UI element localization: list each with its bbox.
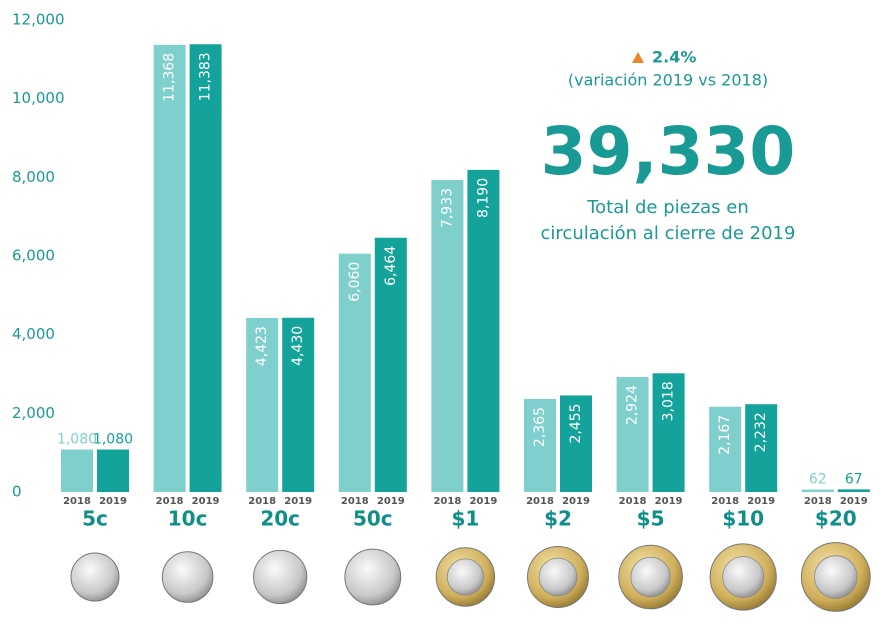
bar (374, 237, 407, 492)
x-tick-label: $1 (451, 507, 479, 531)
value-label: 2,365 (532, 407, 548, 447)
coin-center (722, 556, 765, 598)
bar (97, 449, 129, 492)
y-tick-label: 6,000 (12, 247, 55, 265)
bar (837, 489, 870, 492)
year-label: 2019 (377, 496, 405, 507)
value-label: 1,080 (57, 432, 97, 448)
total-value: 39,330 (541, 113, 796, 190)
coin-center (446, 558, 484, 596)
value-label: 3,018 (661, 381, 677, 421)
year-label: 2018 (248, 496, 276, 507)
value-label: 6,464 (383, 246, 399, 286)
year-label: 2018 (526, 496, 554, 507)
year-label: 2019 (99, 496, 127, 507)
x-tick-label: 20c (260, 507, 300, 531)
change-value: 2.4% (652, 48, 696, 67)
year-label: 2019 (747, 496, 775, 507)
bar (431, 179, 464, 492)
coin (70, 552, 120, 602)
bar (709, 406, 742, 492)
year-label: 2019 (192, 496, 220, 507)
coin (161, 551, 214, 603)
value-label: 67 (845, 471, 863, 487)
coin (253, 549, 308, 605)
bar (61, 449, 93, 492)
y-tick-label: 8,000 (12, 168, 55, 186)
x-tick-label: $2 (544, 507, 572, 531)
bar (246, 318, 279, 492)
y-tick-label: 12,000 (12, 11, 65, 29)
value-label: 11,368 (162, 53, 178, 102)
value-label: 2,167 (717, 415, 733, 455)
x-tick-label: 5c (82, 507, 108, 531)
x-tick-label: $10 (722, 507, 764, 531)
bar (560, 395, 592, 492)
bar (745, 404, 778, 492)
year-label: 2019 (562, 496, 590, 507)
year-label: 2018 (341, 496, 369, 507)
year-label: 2019 (284, 496, 312, 507)
bar (338, 253, 371, 492)
bar (524, 398, 556, 492)
value-label: 2,924 (625, 385, 641, 425)
bar (282, 317, 315, 492)
year-label: 2019 (840, 496, 868, 507)
y-tick-label: 10,000 (12, 89, 65, 107)
bar (467, 169, 500, 493)
value-label: 4,430 (290, 326, 306, 366)
up-triangle (632, 52, 644, 63)
coin-center (538, 557, 578, 597)
year-label: 2019 (469, 496, 497, 507)
total-label: circulación al cierre de 2019 (541, 223, 796, 244)
year-label: 2018 (156, 496, 184, 507)
value-label: 1,080 (93, 432, 133, 448)
y-tick-label: 2,000 (12, 404, 55, 422)
bar (652, 373, 685, 492)
value-label: 4,423 (254, 326, 270, 366)
year-label: 2018 (63, 496, 91, 507)
year-label: 2018 (711, 496, 739, 507)
coin-center (814, 555, 858, 599)
x-tick-label: 10c (168, 507, 208, 531)
value-label: 11,383 (198, 52, 214, 101)
value-label: 62 (809, 472, 827, 488)
coin-center (630, 556, 671, 598)
bar (153, 44, 186, 492)
change-note: (variación 2019 vs 2018) (568, 71, 768, 90)
year-label: 2019 (655, 496, 683, 507)
value-label: 2,232 (753, 412, 769, 452)
bar (616, 376, 649, 492)
x-tick-label: $20 (815, 507, 857, 531)
value-label: 2,455 (568, 403, 584, 443)
x-tick-label: 50c (353, 507, 393, 531)
x-tick-label: $5 (637, 507, 665, 531)
y-tick-label: 4,000 (12, 325, 55, 343)
value-label: 7,933 (439, 188, 455, 228)
value-label: 6,060 (347, 262, 363, 302)
year-label: 2018 (433, 496, 461, 507)
bar (801, 489, 834, 492)
y-tick-label: 0 (12, 483, 22, 501)
total-label: Total de piezas en (586, 197, 749, 218)
year-label: 2018 (619, 496, 647, 507)
coin (344, 548, 402, 606)
bar (189, 44, 222, 492)
value-label: 8,190 (475, 178, 491, 218)
year-label: 2018 (804, 496, 832, 507)
